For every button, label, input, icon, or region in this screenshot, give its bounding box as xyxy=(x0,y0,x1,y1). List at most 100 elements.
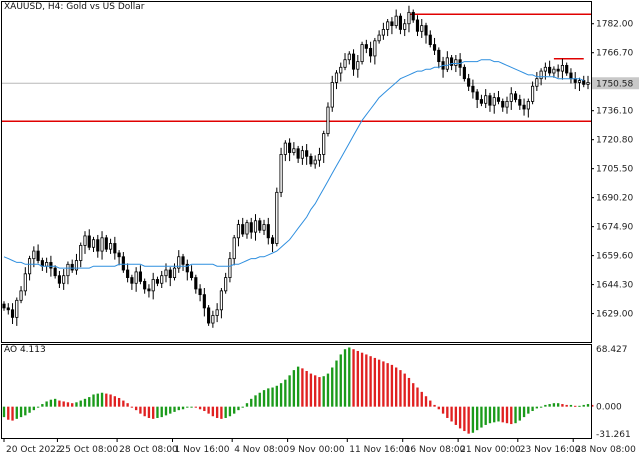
ao-bar xyxy=(429,400,432,407)
candle-body xyxy=(266,224,270,239)
ao-bar xyxy=(561,404,564,407)
candle-body xyxy=(275,191,279,244)
ao-y-tick-label: 68.427 xyxy=(596,345,628,355)
candle-body xyxy=(28,258,32,275)
ao-bar xyxy=(480,406,483,428)
candle-body xyxy=(479,99,484,104)
ao-bar xyxy=(267,388,270,407)
candle-body xyxy=(181,256,185,265)
candle-body xyxy=(313,159,317,165)
ao-bar xyxy=(365,354,368,407)
candle-body xyxy=(202,294,206,309)
candle-body xyxy=(215,309,219,316)
ao-bar xyxy=(582,404,585,407)
ao-bar xyxy=(331,367,334,407)
ao-bar xyxy=(450,406,453,422)
candle-body xyxy=(471,85,475,93)
candle-body xyxy=(241,224,245,235)
ao-bar xyxy=(49,399,53,407)
candle-body xyxy=(454,59,458,66)
candle-body xyxy=(450,57,454,66)
ao-bar xyxy=(233,406,236,414)
ao-bar xyxy=(305,370,308,407)
ao-bar xyxy=(296,366,300,407)
ao-bar xyxy=(433,404,436,407)
ao-bar xyxy=(169,406,172,414)
y-tick-label: 1720.80 xyxy=(596,136,633,146)
ao-bar xyxy=(326,373,330,407)
x-tick-label: 28 Oct 08:00 xyxy=(119,445,178,455)
ao-bar xyxy=(173,406,176,412)
ao-bar xyxy=(134,406,138,411)
ao-bar xyxy=(501,406,504,423)
ao-bar xyxy=(113,396,117,407)
ao-bar xyxy=(62,401,65,407)
ao-bar xyxy=(181,406,185,410)
ao-bar xyxy=(309,373,313,407)
candle-body xyxy=(560,65,564,72)
ao-bar xyxy=(424,396,428,407)
ao-bar xyxy=(71,403,74,407)
ao-bar xyxy=(548,404,551,407)
ao-bar xyxy=(377,359,381,407)
ao-bar xyxy=(467,406,470,434)
candle-body xyxy=(377,34,381,42)
candle-body xyxy=(62,275,66,284)
candle-body xyxy=(467,78,471,87)
candle-body xyxy=(437,49,441,63)
candle-body xyxy=(36,250,40,261)
candle-body xyxy=(330,82,334,108)
ao-bar xyxy=(186,406,189,408)
candle-body xyxy=(565,65,569,74)
ao-pane-frame xyxy=(1,344,592,439)
candle-body xyxy=(172,267,177,278)
ao-bar xyxy=(463,406,466,432)
candle-body xyxy=(432,44,437,51)
ao-bar xyxy=(122,400,125,407)
candle-body xyxy=(513,93,518,100)
ao-bar xyxy=(505,406,509,424)
candle-body xyxy=(501,101,505,108)
ao-bar xyxy=(556,403,560,407)
candle-body xyxy=(373,40,377,57)
candle-body xyxy=(83,235,87,246)
ao-bar xyxy=(139,406,142,414)
candle-body xyxy=(74,260,79,271)
candle-body xyxy=(356,61,360,70)
ao-bar xyxy=(437,406,440,410)
ao-indicator-pane xyxy=(2,347,594,434)
ao-bar xyxy=(578,405,581,407)
candle-body xyxy=(53,267,57,277)
ao-bar xyxy=(539,406,543,408)
y-tick-label: 1659.60 xyxy=(596,252,633,262)
candle-body xyxy=(10,309,15,318)
candle-body xyxy=(484,95,488,104)
y-tick-label: 1674.90 xyxy=(596,223,633,233)
ao-bar xyxy=(510,406,513,425)
ao-bar xyxy=(446,406,449,418)
ao-bar xyxy=(352,349,355,407)
ao-bar xyxy=(245,403,249,407)
candle-body xyxy=(283,142,287,155)
x-tick-label: 23 Nov 16:00 xyxy=(520,445,581,455)
ao-bar xyxy=(7,406,10,420)
ao-bar xyxy=(88,397,91,407)
ao-bar xyxy=(66,402,70,407)
x-tick-label: 28 Nov 08:00 xyxy=(575,445,636,455)
ao-bar xyxy=(386,363,389,407)
x-tick-label: 11 Nov 16:00 xyxy=(349,445,410,455)
candle-body xyxy=(143,280,147,290)
candle-body xyxy=(91,239,96,248)
ao-bar xyxy=(552,403,556,407)
ao-bar xyxy=(190,406,193,408)
candle-body xyxy=(249,222,253,233)
ao-bar xyxy=(458,406,462,429)
x-tick-label: 9 Nov 00:00 xyxy=(290,445,345,455)
candle-body xyxy=(279,154,283,193)
candle-body xyxy=(45,262,49,267)
candle-body xyxy=(424,25,428,36)
ao-bar xyxy=(130,406,134,408)
candle-body xyxy=(475,91,479,100)
